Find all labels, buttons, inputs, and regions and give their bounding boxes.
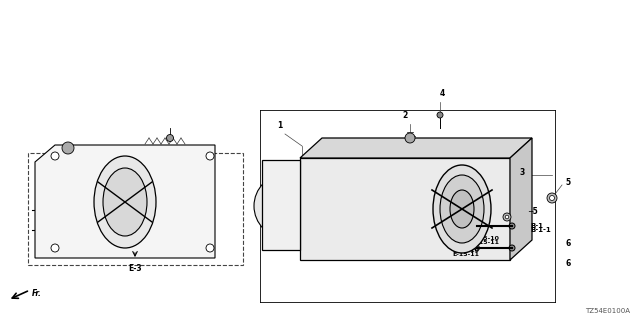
Circle shape: [437, 112, 443, 118]
Text: Fr.: Fr.: [32, 290, 42, 299]
Polygon shape: [300, 138, 532, 158]
Circle shape: [503, 213, 511, 221]
Circle shape: [266, 186, 306, 226]
Circle shape: [206, 244, 214, 252]
Ellipse shape: [433, 165, 491, 253]
Circle shape: [505, 215, 509, 219]
Circle shape: [51, 152, 59, 160]
Circle shape: [62, 142, 74, 154]
Polygon shape: [300, 158, 510, 260]
Text: ─5: ─5: [528, 207, 538, 217]
Circle shape: [51, 244, 59, 252]
Text: B-1: B-1: [530, 223, 543, 229]
Text: E-15-10: E-15-10: [472, 236, 499, 241]
Circle shape: [547, 193, 557, 203]
Bar: [28, 153, 243, 265]
Text: E-15-10: E-15-10: [452, 247, 479, 252]
Circle shape: [509, 245, 515, 251]
Ellipse shape: [103, 168, 147, 236]
Polygon shape: [35, 145, 215, 258]
Circle shape: [254, 174, 318, 238]
Circle shape: [474, 223, 479, 228]
Bar: [262, 160, 300, 250]
Text: 6: 6: [565, 239, 570, 249]
Text: TZ54E0100A: TZ54E0100A: [585, 308, 630, 314]
Ellipse shape: [450, 190, 474, 228]
Text: B-1-1: B-1-1: [530, 227, 551, 233]
Text: 5: 5: [565, 178, 570, 187]
Circle shape: [405, 133, 415, 143]
Ellipse shape: [440, 175, 484, 243]
Text: 1: 1: [277, 121, 283, 130]
Text: 4: 4: [440, 89, 445, 98]
Ellipse shape: [94, 156, 156, 248]
Polygon shape: [510, 138, 532, 260]
Circle shape: [550, 196, 554, 201]
Circle shape: [474, 245, 479, 251]
Text: 2: 2: [403, 111, 408, 120]
Text: E-15-11: E-15-11: [452, 252, 479, 257]
Text: 6: 6: [565, 260, 570, 268]
Text: E-3: E-3: [128, 264, 142, 273]
Text: E-15-11: E-15-11: [472, 239, 499, 244]
Circle shape: [509, 223, 515, 229]
Circle shape: [166, 134, 173, 141]
Text: 3: 3: [520, 167, 525, 177]
Circle shape: [206, 152, 214, 160]
